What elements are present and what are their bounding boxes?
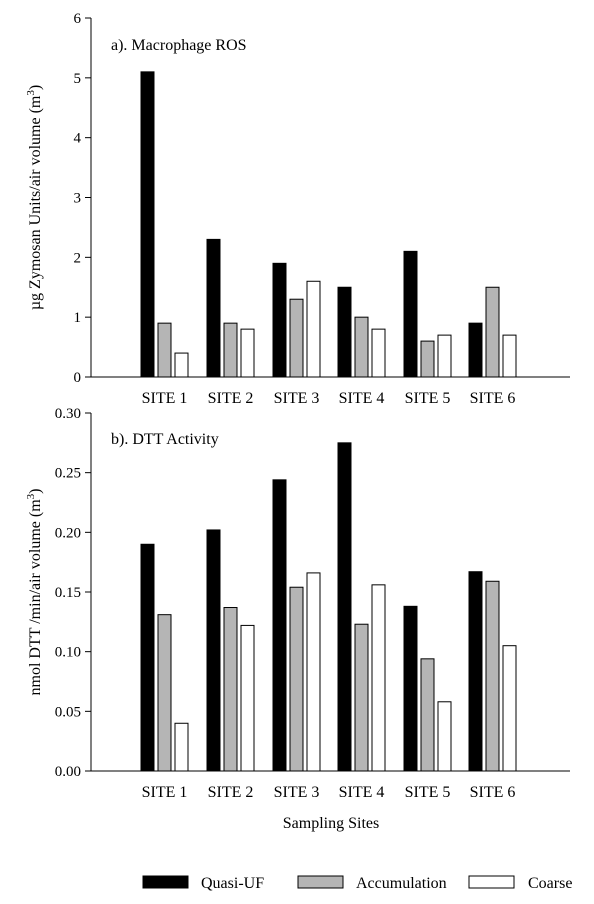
bar-quasi-uf-site-6 xyxy=(468,322,483,378)
bar-accumulation-site-4 xyxy=(354,316,369,378)
bar-accumulation-site-3 xyxy=(289,586,304,772)
bar-coarse-site-6 xyxy=(502,334,517,378)
bar-quasi-uf-site-5 xyxy=(403,605,418,772)
y-tick-label: 3 xyxy=(74,191,82,207)
bar-coarse-site-5 xyxy=(437,334,452,378)
y-tick-label: 0.30 xyxy=(55,406,81,422)
panel-dtt-activity: 0.00 0.05 0.10 0.15 0.20 0.25 0.30 b). DTT Acti… xyxy=(25,406,570,801)
x-tick-label: SITE 6 xyxy=(470,784,516,801)
x-tick-label: SITE 6 xyxy=(470,390,516,407)
x-tick-label: SITE 3 xyxy=(274,784,320,801)
bar-quasi-uf-site-5 xyxy=(403,250,418,378)
legend-label-coarse: Coarse xyxy=(528,875,572,892)
bar-coarse-site-1 xyxy=(174,722,189,772)
bar-accumulation-site-5 xyxy=(420,658,435,772)
bar-quasi-uf-site-1 xyxy=(140,71,155,378)
y-tick-label: 0.10 xyxy=(55,645,81,661)
bar-coarse-site-2 xyxy=(240,328,255,378)
panel-macrophage-ros: 0 1 2 3 4 5 6 a). Macrophage ROS µg Zymosan Unit… xyxy=(25,11,570,407)
bar-coarse-site-4 xyxy=(371,584,386,772)
x-tick-label: SITE 4 xyxy=(339,390,385,407)
y-tick-label: 0.05 xyxy=(55,704,81,720)
bar-quasi-uf-site-6 xyxy=(468,571,483,772)
panel-title: b). DTT Activity xyxy=(111,431,219,448)
bar-quasi-uf-site-4 xyxy=(337,286,352,378)
y-tick-label: 0.20 xyxy=(55,525,81,541)
bar-coarse-site-3 xyxy=(306,572,321,772)
bar-quasi-uf-site-2 xyxy=(206,529,221,772)
bar-quasi-uf-site-4 xyxy=(337,442,352,772)
y-tick-label: 0 xyxy=(74,370,82,386)
y-tick-label: 0.25 xyxy=(55,466,81,482)
y-axis-label: µg Zymosan Units/air volume (m3) xyxy=(25,85,44,310)
y-tick-label: 6 xyxy=(74,11,82,27)
legend-swatch-accumulation xyxy=(297,875,344,889)
bar-coarse-site-4 xyxy=(371,328,386,378)
x-tick-label: SITE 3 xyxy=(274,390,320,407)
y-tick-label: 5 xyxy=(74,71,82,87)
bar-accumulation-site-1 xyxy=(157,614,172,772)
legend-label-accumulation: Accumulation xyxy=(356,875,447,892)
bar-quasi-uf-site-2 xyxy=(206,238,221,378)
bar-coarse-site-2 xyxy=(240,624,255,772)
bar-accumulation-site-2 xyxy=(223,607,238,772)
y-tick-label: 2 xyxy=(74,250,82,266)
x-tick-label: SITE 1 xyxy=(142,784,188,801)
y-tick-label: 0.15 xyxy=(55,585,81,601)
bar-accumulation-site-6 xyxy=(485,286,500,378)
bar-quasi-uf-site-3 xyxy=(272,262,287,378)
y-tick-label: 0.00 xyxy=(55,764,81,780)
bar-accumulation-site-4 xyxy=(354,623,369,772)
x-tick-label: SITE 5 xyxy=(405,784,451,801)
x-axis-label: Sampling Sites xyxy=(283,815,379,832)
bar-quasi-uf-site-1 xyxy=(140,543,155,772)
bar-accumulation-site-1 xyxy=(157,322,172,378)
bar-accumulation-site-2 xyxy=(223,322,238,378)
bar-coarse-site-5 xyxy=(437,701,452,772)
bar-accumulation-site-3 xyxy=(289,298,304,378)
y-axis-label: nmol DTT /min/air volume (m3) xyxy=(25,489,44,696)
bar-coarse-site-1 xyxy=(174,352,189,378)
bar-quasi-uf-site-3 xyxy=(272,479,287,772)
bar-accumulation-site-6 xyxy=(485,580,500,772)
bar-coarse-site-6 xyxy=(502,645,517,772)
legend-label-quasi-uf: Quasi-UF xyxy=(201,875,264,892)
x-tick-label: SITE 1 xyxy=(142,390,188,407)
x-tick-label: SITE 2 xyxy=(208,784,254,801)
legend-swatch-quasi-uf xyxy=(142,875,189,889)
panel-title: a). Macrophage ROS xyxy=(111,37,247,54)
x-tick-label: SITE 2 xyxy=(208,390,254,407)
legend-swatch-coarse xyxy=(468,875,515,889)
bar-coarse-site-3 xyxy=(306,280,321,378)
x-tick-label: SITE 5 xyxy=(405,390,451,407)
x-tick-label: SITE 4 xyxy=(339,784,385,801)
bar-accumulation-site-5 xyxy=(420,340,435,378)
legend: Quasi-UF Accumulation Coarse xyxy=(142,875,572,892)
y-tick-label: 4 xyxy=(74,131,82,147)
y-tick-label: 1 xyxy=(74,310,82,326)
